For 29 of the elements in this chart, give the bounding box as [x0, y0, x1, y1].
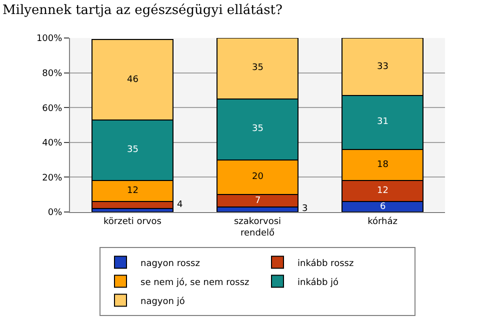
- legend-label: inkább rossz: [298, 258, 354, 269]
- x-tick-label: szakorvosi rendelő: [234, 216, 282, 238]
- x-tick-label: kórház: [368, 216, 398, 227]
- legend-label: se nem jó, se nem rossz: [140, 276, 250, 288]
- y-tick-label: 80%: [42, 68, 63, 79]
- data-label: 7: [255, 196, 261, 206]
- data-label: 18: [377, 160, 389, 170]
- data-label: 46: [127, 75, 139, 85]
- data-label: 4: [177, 200, 183, 210]
- data-label: 33: [377, 62, 388, 72]
- y-tick-label: 60%: [42, 104, 63, 114]
- data-label: 35: [252, 124, 264, 134]
- y-tick-label: 0%: [48, 208, 63, 218]
- y-tick-label: 20%: [42, 173, 63, 184]
- legend-label: nagyon rossz: [140, 258, 200, 269]
- data-label: 31: [377, 117, 388, 127]
- data-label: 12: [377, 186, 388, 196]
- data-label: 35: [127, 145, 138, 155]
- y-tick-label: 100%: [36, 34, 63, 44]
- legend-label: nagyon jó: [140, 296, 186, 307]
- data-label: 20: [252, 172, 264, 182]
- x-tick-label: körzeti orvos: [104, 216, 162, 227]
- chart-title: Milyennek tartja az egészségügyi ellátást?: [2, 3, 283, 18]
- legend-label: inkább jó: [298, 276, 340, 288]
- data-label: 6: [380, 202, 386, 212]
- data-label: 3: [302, 204, 308, 214]
- data-label: 35: [252, 63, 264, 73]
- y-tick-label: 40%: [42, 138, 63, 149]
- data-label: 12: [127, 186, 138, 196]
